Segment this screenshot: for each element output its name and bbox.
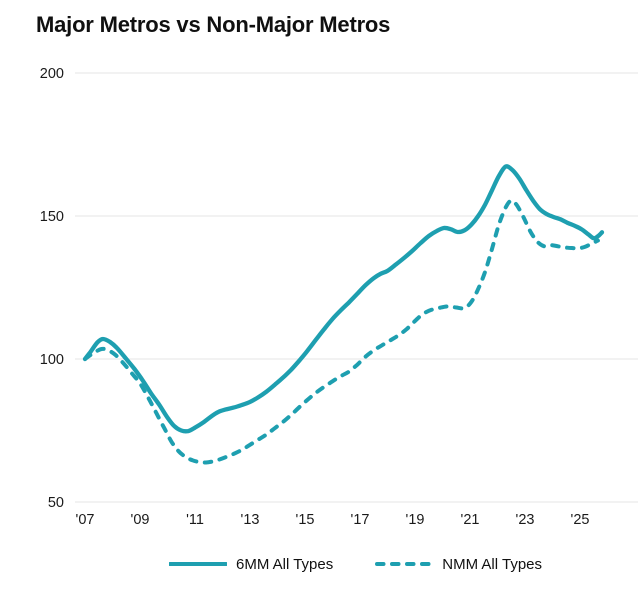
y-axis-label: 50 [48, 495, 64, 511]
x-axis-label: '25 [571, 512, 590, 528]
series-line-6mm [82, 164, 605, 434]
x-axis-label: '11 [186, 512, 204, 528]
y-axis-label: 100 [40, 352, 64, 368]
x-axis-label: '09 [131, 512, 150, 528]
dashed-line-icon [375, 562, 434, 566]
y-axis-label: 200 [40, 66, 64, 82]
series-line-nmm [83, 198, 600, 465]
legend-label-nmm: NMM All Types [442, 555, 542, 573]
chart-title: Major Metros vs Non-Major Metros [36, 12, 391, 37]
x-axis-label: '17 [351, 512, 370, 528]
x-axis-label: '23 [516, 512, 535, 528]
legend-item-6mm: 6MM All Types [168, 555, 334, 573]
y-axis-label: 150 [40, 209, 64, 225]
x-axis-label: '21 [461, 512, 480, 528]
legend: 6MM All Types NMM All Types [75, 551, 636, 577]
legend-item-nmm: NMM All Types [375, 556, 542, 573]
x-axis-label: '07 [76, 512, 95, 528]
solid-line-icon [168, 562, 227, 566]
x-axis-label: '19 [406, 512, 425, 528]
x-axis-label: '15 [296, 512, 315, 528]
x-axis-label: '13 [241, 512, 260, 528]
legend-label-6mm: 6MM All Types [235, 555, 334, 573]
